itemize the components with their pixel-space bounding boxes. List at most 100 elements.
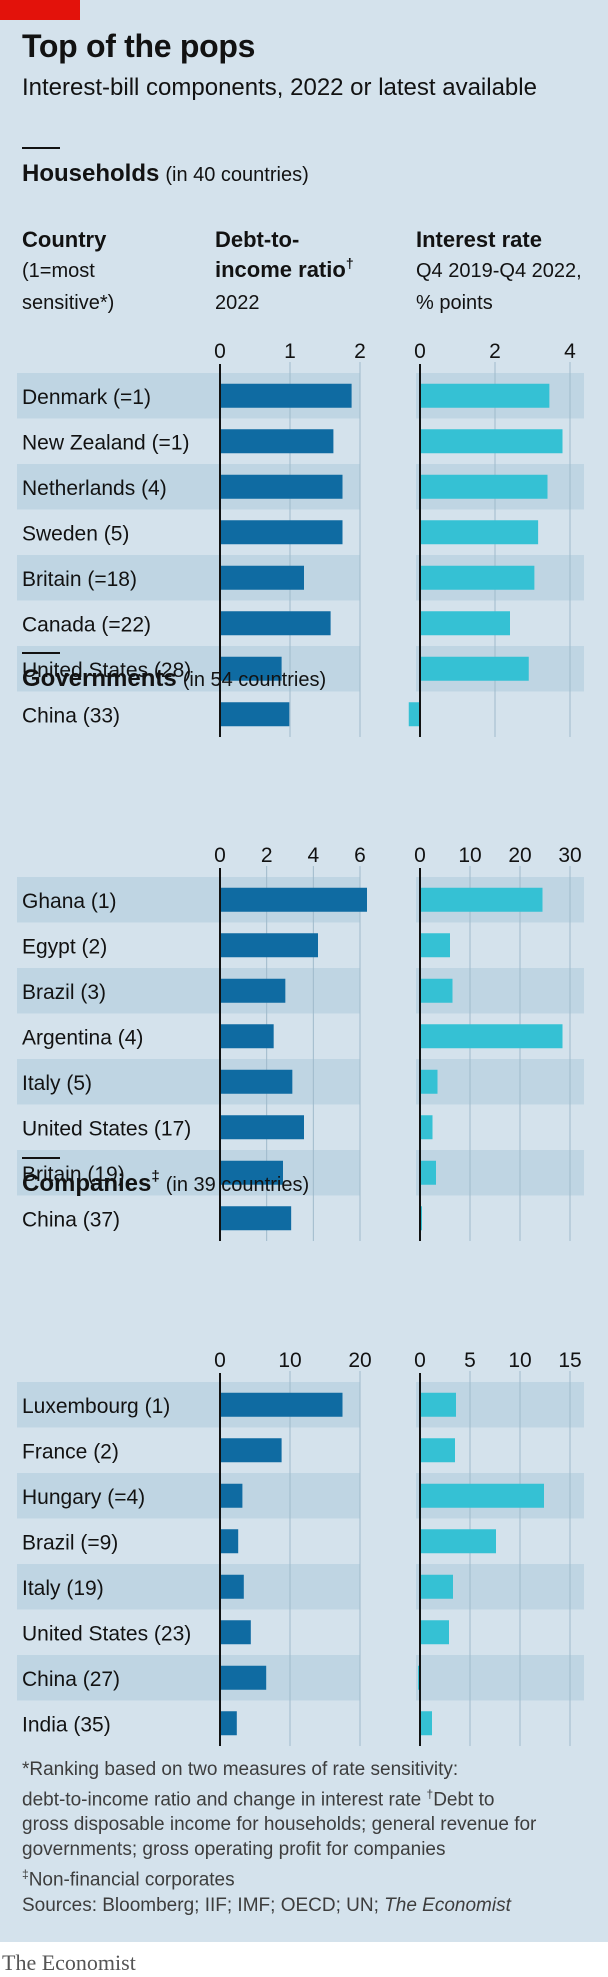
row-label: India (35) [22,1713,111,1736]
rate-bar [420,1160,436,1185]
section-title: Governments (in 54 countries) [22,665,326,692]
debt-bar [220,702,290,727]
chart-subtitle: Interest-bill components, 2022 or latest… [22,74,537,101]
debt-bar [220,978,286,1003]
header-country-note-1: (1=most [22,260,95,282]
debt-bar [220,1529,239,1554]
row-label: Argentina (4) [22,1026,143,1049]
row-label: Egypt (2) [22,935,107,958]
row-label: Britain (=18) [22,568,137,591]
chart-area: Country (1=most sensitive*) Debt-to- inc… [17,147,584,1746]
rate-bar [420,611,510,636]
row-band [17,1473,360,1519]
tick-label: 2 [261,844,273,867]
tick-label: 1 [284,340,296,363]
tick-label: 30 [558,844,581,867]
footnote-line-2a: debt-to-income ratio and change in inter… [22,1789,422,1811]
brand-red-tag [0,0,80,20]
chart-title: Top of the pops [22,28,256,64]
row-band [17,1655,360,1701]
debt-bar [220,1115,304,1140]
tick-label: 2 [354,340,366,363]
section-note: (in 54 countries) [183,669,326,691]
row-label: United States (17) [22,1117,191,1140]
row-band [416,1059,584,1105]
rate-bar [420,383,550,408]
debt-bar [220,1438,282,1463]
section-households: Households (in 40 countries) Denmark (=1) N… [17,147,584,737]
tick-label: 0 [214,1349,226,1372]
sources-prefix: Sources: Bloomberg; IIF; IMF; OECD; UN; [22,1894,385,1916]
tick-label: 0 [414,844,426,867]
debt-bar [220,1160,283,1185]
header-debt-dagger: † [346,255,354,271]
brand-wordmark: The Economist [2,1950,136,1975]
column-headers: Country (1=most sensitive*) Debt-to- inc… [22,227,582,314]
rate-bar [420,1115,433,1140]
rate-bar [420,1620,449,1645]
tick-label: 20 [348,1349,371,1372]
section-title: Households (in 40 countries) [22,160,309,187]
row-label: Britain (19) [22,1163,125,1186]
row-label: Luxembourg (1) [22,1395,170,1418]
debt-bar [220,656,282,681]
row-label: Sweden (5) [22,522,129,545]
section-companies: Companies‡ (in 39 countries) Luxembourg (1… [17,1157,584,1746]
row-label: China (33) [22,704,120,727]
footnote-line-1: *Ranking based on two measures of rate s… [22,1759,459,1780]
tick-label: 5 [464,1349,476,1372]
rate-bar [420,887,543,912]
row-label: Hungary (=4) [22,1486,145,1509]
tick-label: 6 [354,844,366,867]
row-label: United States (28) [22,659,191,682]
header-rate-2: Q4 2019-Q4 2022, [416,260,582,282]
row-label: Italy (5) [22,1072,92,1095]
row-band [416,1655,584,1701]
debt-bar [220,429,334,454]
tick-label: 0 [414,340,426,363]
rate-bar [420,1392,456,1417]
header-debt-2-text: income ratio [215,257,346,282]
tick-label: 4 [564,340,576,363]
row-band [17,968,360,1014]
footnotes: *Ranking based on two measures of rate s… [22,1757,597,1918]
debt-bar [220,1206,292,1231]
footnote-line-3: gross disposable income for households; … [22,1814,537,1836]
rate-bar [420,1529,496,1554]
section-note: (in 40 countries) [165,164,308,186]
tick-label: 2 [489,340,501,363]
footnote-double-dagger: ‡ [22,1867,29,1882]
footnote-line-4: governments; gross operating profit for … [22,1839,446,1861]
section-governments: Governments (in 54 countries) Ghana (1) Egy… [17,652,584,1241]
tick-label: 4 [307,844,319,867]
row-label: Denmark (=1) [22,386,151,409]
row-band [17,646,360,692]
debt-bar [220,565,304,590]
header-country-note-2: sensitive*) [22,292,114,314]
footnote-line-5: Non-financial corporates [28,1869,235,1891]
debt-bar [220,887,367,912]
tick-label: 15 [558,1349,581,1372]
header-debt-1: Debt-to- [215,227,299,252]
rate-bar [420,474,548,499]
tick-label: 10 [458,844,481,867]
section-title: Companies‡ (in 39 countries) [22,1168,309,1197]
debt-bar [220,1574,244,1599]
rate-bar [420,1574,453,1599]
debt-bar [220,474,343,499]
debt-bar [220,933,318,958]
header-rate-3: % points [416,292,493,314]
row-label: China (37) [22,1208,120,1231]
section-title-text: Households [22,160,159,187]
section-note: (in 39 countries) [166,1174,309,1196]
row-label: New Zealand (=1) [22,431,190,454]
rate-bar [420,520,539,545]
rate-bar [420,978,453,1003]
row-band [17,1564,360,1610]
debt-bar [220,611,331,636]
rate-bar [420,565,535,590]
rate-bar [420,1069,438,1094]
rate-bar [420,1711,432,1736]
rate-bar [420,1438,455,1463]
section-title-text: Governments [22,665,177,692]
